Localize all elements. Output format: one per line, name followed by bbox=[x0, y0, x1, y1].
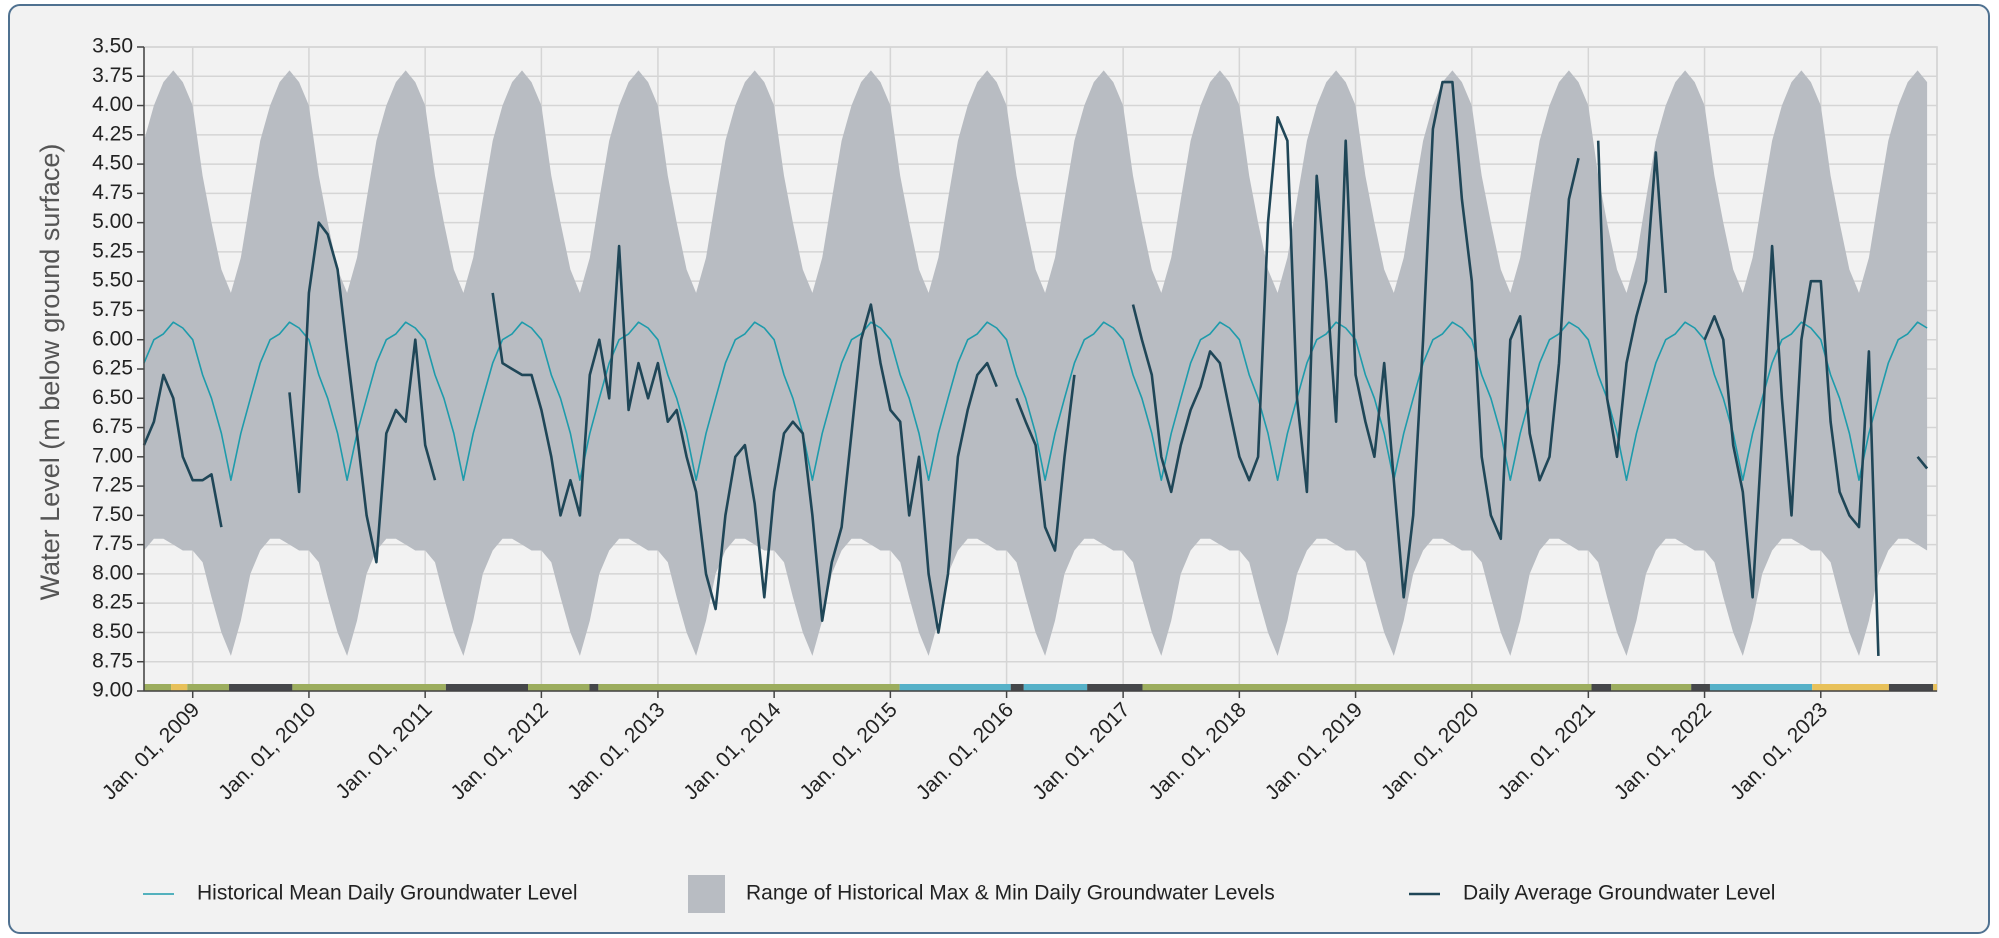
y-tick-label: 3.75 bbox=[92, 64, 133, 87]
y-tick-label: 4.25 bbox=[92, 122, 133, 145]
y-tick-label: 5.75 bbox=[92, 298, 133, 321]
status-band bbox=[1611, 684, 1692, 691]
x-tick-label: Jan. 01, 2012 bbox=[447, 698, 553, 804]
y-tick-label: 4.00 bbox=[92, 93, 133, 116]
y-tick-label: 5.25 bbox=[92, 239, 133, 262]
y-tick-label: 3.50 bbox=[92, 35, 133, 58]
range-band bbox=[144, 70, 1928, 656]
x-tick-label: Jan. 01, 2023 bbox=[1726, 698, 1832, 804]
y-tick-label: 5.00 bbox=[92, 210, 133, 233]
x-tick-label: Jan. 01, 2014 bbox=[679, 698, 785, 804]
y-tick-label: 7.75 bbox=[92, 532, 133, 555]
y-tick-label: 7.50 bbox=[92, 503, 133, 526]
status-band bbox=[229, 684, 293, 691]
status-band bbox=[589, 684, 599, 691]
legend-label: Historical Mean Daily Groundwater Level bbox=[197, 882, 578, 905]
status-band bbox=[1812, 684, 1889, 691]
status-band bbox=[1933, 684, 1937, 691]
status-band bbox=[528, 684, 590, 691]
x-tick-label: Jan. 01, 2016 bbox=[912, 698, 1018, 804]
y-axis-label: Water Level (m below ground surface) bbox=[35, 144, 65, 601]
y-tick-label: 7.25 bbox=[92, 474, 133, 497]
y-tick-label: 8.00 bbox=[92, 561, 133, 584]
x-tick-label: Jan. 01, 2022 bbox=[1610, 698, 1716, 804]
x-tick-label: Jan. 01, 2010 bbox=[214, 698, 320, 804]
status-band bbox=[292, 684, 446, 691]
series-line bbox=[143, 321, 1928, 481]
status-band bbox=[187, 684, 230, 691]
status-band bbox=[1888, 684, 1934, 691]
y-tick-label: 6.50 bbox=[92, 386, 133, 409]
x-tick-label: Jan. 01, 2015 bbox=[796, 698, 902, 804]
status-band bbox=[1023, 684, 1088, 691]
legend-label: Daily Average Groundwater Level bbox=[1463, 882, 1775, 905]
status-band bbox=[1709, 684, 1813, 691]
y-tick-label: 6.00 bbox=[92, 327, 133, 350]
y-tick-label: 5.50 bbox=[92, 269, 133, 292]
series-line bbox=[142, 80, 1929, 656]
status-band bbox=[1591, 684, 1612, 691]
y-tick-label: 4.75 bbox=[92, 181, 133, 204]
y-tick-label: 6.75 bbox=[92, 415, 133, 438]
y-tick-label: 4.50 bbox=[92, 152, 133, 175]
status-band bbox=[598, 684, 900, 691]
status-band bbox=[1691, 684, 1710, 691]
status-band bbox=[1087, 684, 1143, 691]
x-tick-label: Jan. 01, 2020 bbox=[1377, 698, 1483, 804]
y-tick-label: 9.00 bbox=[92, 679, 133, 702]
status-band bbox=[144, 684, 172, 691]
status-band bbox=[1010, 684, 1024, 691]
x-tick-label: Jan. 01, 2011 bbox=[331, 698, 436, 803]
y-tick-label: 8.75 bbox=[92, 649, 133, 672]
legend-label: Range of Historical Max & Min Daily Grou… bbox=[746, 882, 1275, 905]
x-tick-label: Jan. 01, 2013 bbox=[563, 698, 669, 804]
y-tick-label: 7.00 bbox=[92, 444, 133, 467]
y-tick-label: 8.25 bbox=[92, 591, 133, 614]
x-tick-label: Jan. 01, 2017 bbox=[1028, 698, 1134, 804]
x-tick-label: Jan. 01, 2019 bbox=[1261, 698, 1367, 804]
legend-swatch bbox=[688, 875, 725, 913]
x-tick-label: Jan. 01, 2021 bbox=[1494, 698, 1600, 804]
x-tick-label: Jan. 01, 2018 bbox=[1145, 698, 1251, 804]
y-tick-label: 8.50 bbox=[92, 620, 133, 643]
status-band bbox=[445, 684, 529, 691]
status-band bbox=[171, 684, 188, 691]
y-tick-label: 6.25 bbox=[92, 357, 133, 380]
status-band bbox=[1142, 684, 1592, 691]
status-band bbox=[899, 684, 1011, 691]
x-tick-label: Jan. 01, 2009 bbox=[98, 698, 204, 804]
